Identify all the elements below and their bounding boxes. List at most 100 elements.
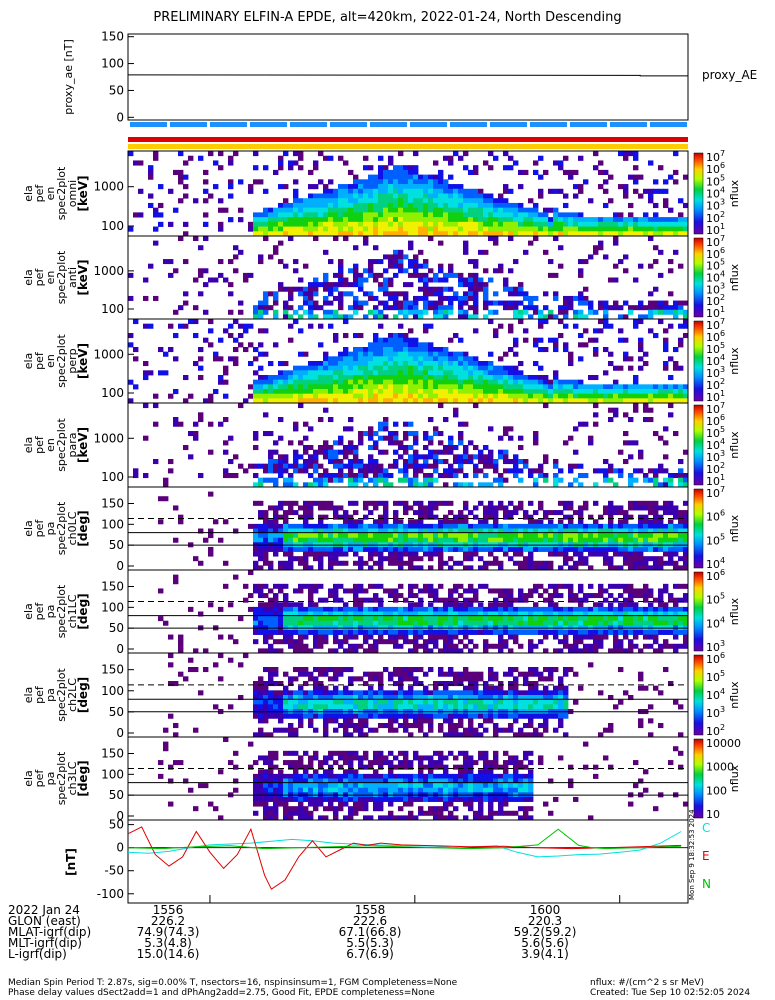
spectrogram-ytick-label: 100 [101,219,124,233]
time-axis-row: 2022 Jan 24 1556 1558 1600 [8,903,768,917]
panel-ylabel-line: ela [22,687,35,704]
field-legend-E: E [702,849,710,863]
panel-ylabel-line: pef [33,519,46,538]
panel-ylabel-line: perp [66,348,79,373]
time-axis-value: 74.9(74.3) [136,925,200,939]
time-axis-value: 5.5(5.3) [346,936,394,950]
panel-ylabel-line: ela [22,353,35,370]
field-ytick-label: 50 [109,818,124,832]
status-bar-segment [250,122,287,127]
spectrogram-ytick-label: 0 [116,559,124,573]
colorbar-tick-label: 105 [706,341,725,356]
panel-ylabel-line: en [44,438,57,452]
colorbar-tick-label: 105 [706,173,725,188]
field-ytick-label: 0 [116,841,124,855]
panel-ylabel-line: pa [44,605,57,619]
panel-ylabel-line: pef [33,685,46,704]
spectrogram-ytick-label: 150 [101,663,124,677]
status-bar-segment [490,122,527,127]
status-bar-segment [570,122,607,127]
time-axis-value: 1558 [354,903,386,917]
status-bar-segment [210,122,247,127]
time-axis-value: 67.1(66.8) [338,925,402,939]
panel-ylabel-line: pef [33,435,46,454]
spectrogram-ytick-label: 100 [101,600,124,614]
panel-ylabel-line: spec2plot [55,418,68,472]
field-frame [127,819,689,904]
spectrogram-ytick-label: 150 [101,580,124,594]
panel-ylabel-line: ela [22,603,35,620]
colorbar-tick-label: 107 [706,234,725,249]
time-axis-row: GLON (east) 226.2 222.6 220.3 [8,914,768,928]
colorbar-tick-label: 101 [706,473,725,488]
spectrogram-ytick-label: 100 [101,684,124,698]
time-axis-row-label: GLON (east) [8,914,81,928]
panel-ylabel-line: spec2plot [55,334,68,388]
colorbar-tick-label: 102 [706,210,725,225]
proxy-ae-ytick-label: 50 [109,83,124,97]
spectrogram-panel-2 [128,319,689,404]
colorbar-0 [693,152,704,235]
field-ylabel: [nT] [64,848,78,876]
colorbar-tick-label: 101 [706,389,725,404]
status-bar-yellow [128,144,688,149]
colorbar-tick-label: 106 [706,329,725,344]
time-axis-value: 5.6(5.6) [521,936,569,950]
panel-ylabel-line: en [44,271,57,285]
colorbar-label: nflux [728,681,741,709]
spectrogram-ytick-label: 100 [101,767,124,781]
spectrogram-ytick-label: 150 [101,497,124,511]
colorbar-tick-label: 103 [706,705,725,720]
status-bar-segment [330,122,367,127]
panel-ylabel-line: ela [22,437,35,454]
spectrogram-ytick-label: 1000 [93,180,124,194]
panel-ylabel-line: spec2plot [55,668,68,722]
note-line-2: Phase delay values dSect2add=1 and dPhAn… [8,988,435,998]
colorbar-5 [693,571,704,652]
spectrogram-ytick-label: 1000 [93,431,124,445]
spectrogram-ytick-label: 0 [116,809,124,823]
panel-ylabel-line: ela [22,770,35,787]
colorbar-tick-label: 104 [706,270,725,285]
spectrogram-ytick-label: 50 [109,538,124,552]
colorbar-tick-label: 107 [706,401,725,416]
colorbar-1 [693,237,704,318]
proxy-ae-line [127,74,688,77]
colorbar-tick-label: 106 [706,509,725,524]
proxy-ae-ylabel: proxy_ae [nT] [62,39,75,114]
status-bar-segment [410,122,447,127]
panel-ylabel-line: pef [33,184,46,203]
panel-ylabel-line: [keV] [76,427,90,463]
colorbar-tick-label: 103 [706,639,725,654]
footer-notes-right: nflux: #/(cm^2 s sr MeV) Created: Tue Se… [590,978,750,998]
spectrogram-ytick-label: 100 [101,386,124,400]
panel-ylabel-line: en [44,354,57,368]
colorbar-tick-label: 101 [706,222,725,237]
panel-ylabel-line: [keV] [76,343,90,379]
spectrogram-panel-4 [158,491,689,571]
time-axis-value: 226.2 [150,914,186,928]
footer-notes: Median Spin Period T: 2.87s, sig=0.00% T… [8,978,457,998]
spectrogram-ytick-label: 100 [101,470,124,484]
colorbar-tick-label: 102 [706,293,725,308]
time-axis-value: 15.0(14.6) [136,947,200,961]
field-legend-N: N [702,877,711,891]
colorbar-tick-label: 101 [706,305,725,320]
panel-ylabel-line: [deg] [76,593,90,629]
spectrogram-ytick-label: 150 [101,747,124,761]
time-axis-value: 1556 [152,903,184,917]
panel-ylabel-line: anti [66,267,79,288]
spectrogram-ytick-label: 100 [101,517,124,531]
colorbar-tick-label: 10 [706,808,720,821]
note-line-1: Median Spin Period T: 2.87s, sig=0.00% T… [8,978,458,988]
panel-ylabel-line: spec2plot [55,501,68,555]
colorbar-3 [693,404,704,486]
spectrogram-panel-3 [133,403,689,488]
colorbar-tick-label: 105 [706,669,725,684]
time-axis-row-label: MLT-igrf(dip) [8,936,82,950]
colorbar-tick-label: 105 [706,532,725,547]
proxy-ae-ytick-label: 100 [101,57,124,71]
status-bar-red [128,137,688,142]
panel-ylabel-line: ch3LC [66,761,79,795]
colorbar-tick-label: 106 [706,413,725,428]
